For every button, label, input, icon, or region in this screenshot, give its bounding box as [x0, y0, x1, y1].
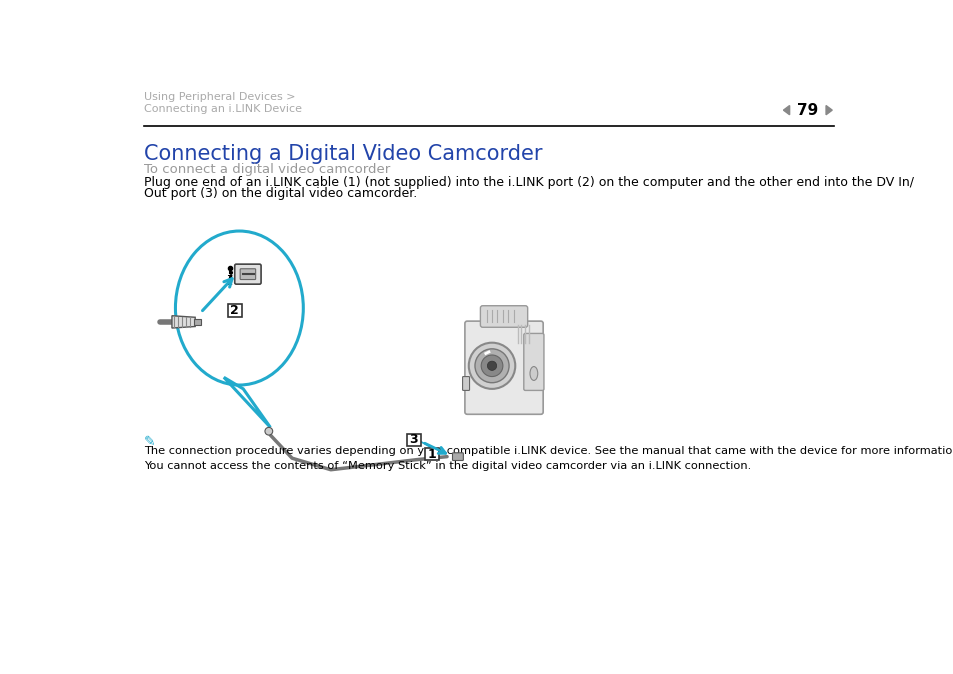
- Circle shape: [487, 361, 497, 371]
- Text: 1: 1: [428, 448, 436, 461]
- Polygon shape: [172, 315, 195, 328]
- Text: Using Peripheral Devices >: Using Peripheral Devices >: [144, 92, 295, 102]
- Text: To connect a digital video camcorder: To connect a digital video camcorder: [144, 162, 390, 175]
- FancyBboxPatch shape: [464, 321, 542, 415]
- Text: The connection procedure varies depending on your compatible i.LINK device. See : The connection procedure varies dependin…: [144, 446, 953, 456]
- FancyBboxPatch shape: [228, 304, 241, 317]
- FancyBboxPatch shape: [452, 453, 463, 460]
- FancyBboxPatch shape: [234, 264, 261, 284]
- FancyBboxPatch shape: [194, 319, 200, 325]
- FancyBboxPatch shape: [462, 377, 469, 390]
- Text: 3: 3: [409, 433, 417, 446]
- Text: 79: 79: [796, 102, 818, 118]
- Text: Out port (3) on the digital video camcorder.: Out port (3) on the digital video camcor…: [144, 187, 416, 200]
- Text: You cannot access the contents of “Memory Stick” in the digital video camcorder : You cannot access the contents of “Memor…: [144, 461, 751, 471]
- Polygon shape: [782, 106, 789, 115]
- FancyBboxPatch shape: [523, 334, 543, 390]
- Circle shape: [265, 427, 273, 435]
- Text: Connecting a Digital Video Camcorder: Connecting a Digital Video Camcorder: [144, 144, 542, 164]
- Text: i: i: [227, 272, 233, 289]
- Circle shape: [480, 355, 502, 377]
- FancyBboxPatch shape: [406, 433, 420, 446]
- FancyBboxPatch shape: [425, 448, 439, 460]
- Circle shape: [475, 349, 509, 383]
- Text: ✎: ✎: [144, 435, 155, 449]
- FancyBboxPatch shape: [480, 306, 527, 328]
- Text: 2: 2: [230, 304, 239, 317]
- Ellipse shape: [530, 367, 537, 380]
- Polygon shape: [825, 106, 831, 115]
- Text: Connecting an i.LINK Device: Connecting an i.LINK Device: [144, 104, 302, 114]
- Text: Plug one end of an i.LINK cable (1) (not supplied) into the i.LINK port (2) on t: Plug one end of an i.LINK cable (1) (not…: [144, 176, 913, 189]
- FancyBboxPatch shape: [240, 269, 255, 280]
- Polygon shape: [229, 379, 268, 425]
- Circle shape: [468, 342, 515, 389]
